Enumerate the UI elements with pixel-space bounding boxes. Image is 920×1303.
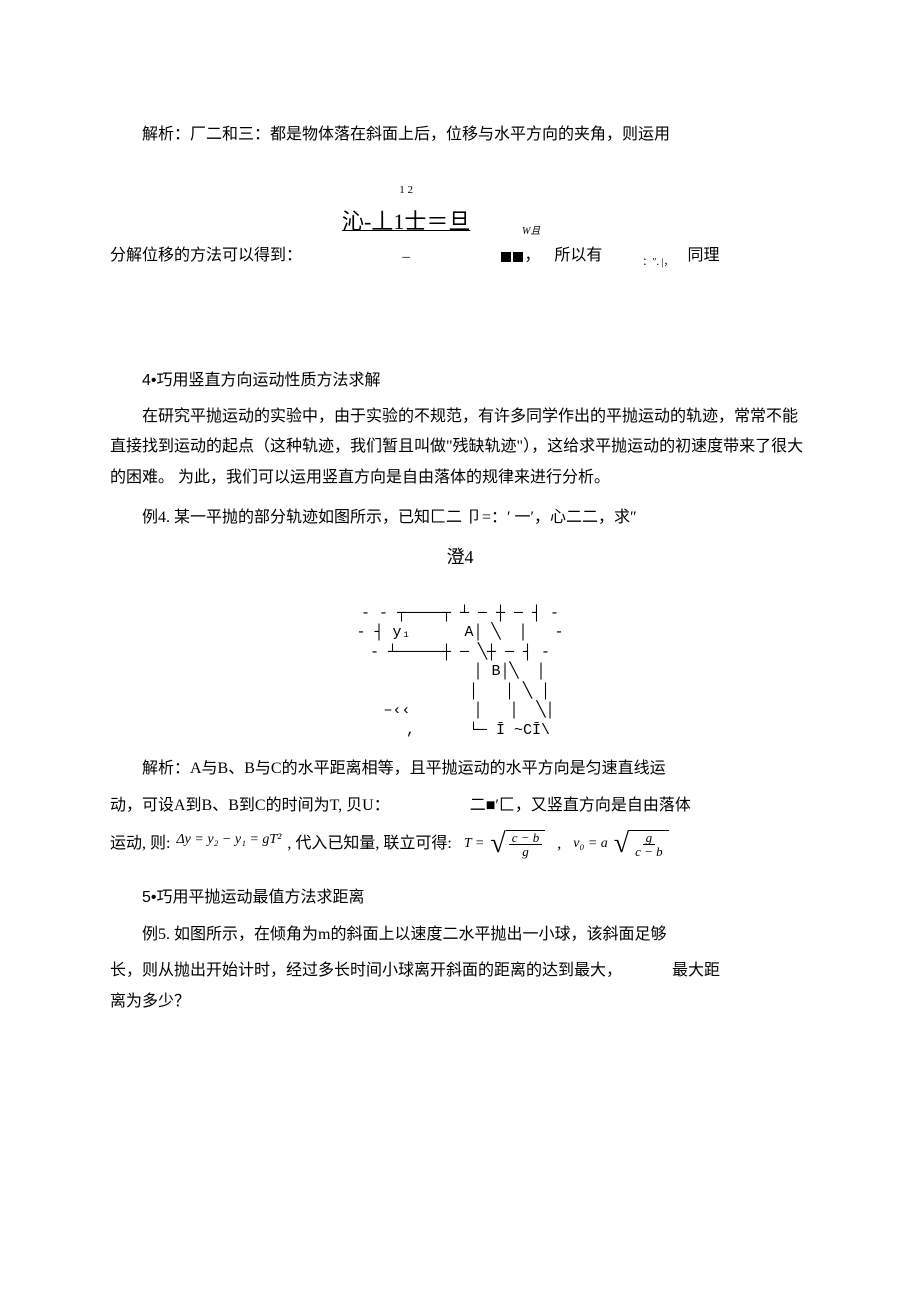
heading-5-text: 5•巧用平抛运动最值方法求距离 xyxy=(142,889,365,906)
formula-tail-text: 同理 xyxy=(688,241,720,271)
p4b2-b: 二■′匚，又竖直方向是自由落体 xyxy=(470,791,691,821)
eq-T-sqrt: √ c − b g xyxy=(490,830,545,859)
black-square-1 xyxy=(501,252,511,262)
eq-T-den: g xyxy=(519,845,532,859)
formula-sub-dash: – xyxy=(342,243,470,272)
eq-delta-y: Δy = y₂ − y₁ = gT² xyxy=(176,827,281,854)
p4c-b: , 代入已知量, 联立可得: xyxy=(287,829,451,859)
formula-main: 沁-丄1士＝旦 xyxy=(342,201,470,243)
sqrt-sign-icon: √ xyxy=(490,830,505,859)
eq-v0-num: g xyxy=(643,831,656,846)
example-4-line: 例4. 某一平抛的部分轨迹如图所示，已知匚二 卩=：′ 一′，心二二，求″ xyxy=(110,503,810,533)
figure-4-label: 澄4 xyxy=(110,540,810,574)
eq-sep-comma: , xyxy=(557,829,561,859)
trajectory-diagram: - - ┬────┬ ┴ ─ ┼ ─ ┤ - - ┤ y₁ A│ ╲ │ - -… xyxy=(356,604,563,741)
p4b2-a: 动，可设A到B、B到C的时间为T, 贝U： xyxy=(110,791,390,821)
formula-left-label: 分解位移的方法可以得到： xyxy=(110,241,302,271)
formula-tail-symbol: ：″. |， xyxy=(642,253,673,272)
paragraph-5a-row: 长，则从抛出开始计时，经过多长时间小球离开斜面的距离的达到最大， 最大距 xyxy=(110,956,810,986)
eq-T-num: c − b xyxy=(509,831,543,846)
black-square-2 xyxy=(513,252,523,262)
paragraph-4c: 运动, 则: Δy = y₂ − y₁ = gT² , 代入已知量, 联立可得:… xyxy=(110,829,810,859)
p5a: 长，则从抛出开始计时，经过多长时间小球离开斜面的距离的达到最大， xyxy=(110,956,622,986)
heading-5: 5•巧用平抛运动最值方法求距离 xyxy=(110,883,810,913)
p5c: 离为多少？ xyxy=(110,987,810,1017)
formula-right-small: W且 xyxy=(522,222,540,241)
sqrt-sign-icon-2: √ xyxy=(614,830,629,859)
formula-after-squares: 所以有 xyxy=(554,241,602,271)
heading-4: 4•巧用竖直方向运动性质方法求解 xyxy=(110,366,810,396)
formula-comma: ， xyxy=(524,247,540,264)
eq-T-lhs: T = xyxy=(464,831,484,858)
analysis-intro: 解析：厂二和三：都是物体落在斜面上后，位移与水平方向的夹角，则运用 xyxy=(110,120,810,150)
eq-v0-sqrt: √ g c − b xyxy=(614,830,669,859)
p5b: 最大距 xyxy=(672,956,720,986)
formula-row-1: 分解位移的方法可以得到： 1 2 沁-丄1士＝旦 – W且 ， 所以有 ：″. … xyxy=(110,180,810,271)
paragraph-4a: 在研究平抛运动的实验中，由于实验的不规范，有许多同学作出的平抛运动的轨迹，常常不… xyxy=(110,402,810,493)
p4c-a: 运动, 则: xyxy=(110,829,170,859)
example-5-line: 例5. 如图所示，在倾角为m的斜面上以速度二水平抛出一小球，该斜面足够 xyxy=(110,920,810,950)
paragraph-4b-1: 解析：A与B、B与C的水平距离相等，且平抛运动的水平方向是匀速直线运 xyxy=(110,754,810,784)
eq-v0-den: c − b xyxy=(632,845,666,859)
paragraph-4b-2: 动，可设A到B、B到C的时间为T, 贝U： 二■′匚，又竖直方向是自由落体 xyxy=(110,791,810,821)
formula-top-small: 1 2 xyxy=(342,180,470,201)
eq-v0-lhs: v₀ = a xyxy=(573,831,608,858)
heading-4-text: 4•巧用竖直方向运动性质方法求解 xyxy=(142,372,381,389)
